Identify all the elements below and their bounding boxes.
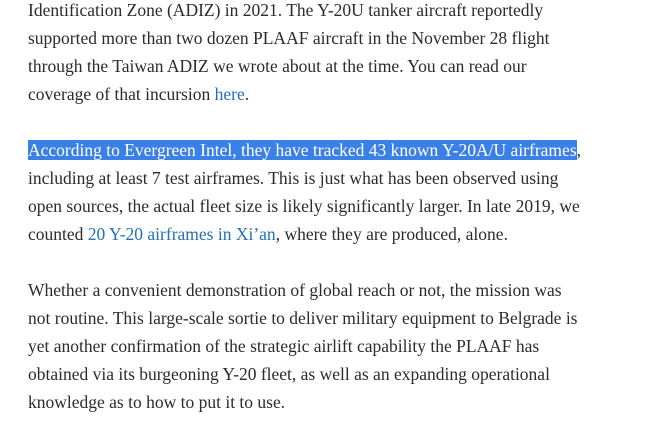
text-line: counted 20 Y-20 airframes in Xi’an, wher… <box>28 220 581 248</box>
text: obtained via its burgeoning Y-20 fleet, … <box>28 364 550 384</box>
paragraph: According to Evergreen Intel, they have … <box>28 136 581 248</box>
text: through the Taiwan ADIZ we wrote about a… <box>28 56 527 76</box>
text-line: Identification Zone (ADIZ) in 2021. The … <box>28 0 581 24</box>
text: coverage of that incursion <box>28 84 215 104</box>
text-line: not routine. This large-scale sortie to … <box>28 304 581 332</box>
text: Identification Zone (ADIZ) in 2021. The … <box>28 0 544 20</box>
text-line: Whether a convenient demonstration of gl… <box>28 276 581 304</box>
highlighted-text: According to Evergreen Intel, they have … <box>28 140 577 160</box>
text: . <box>244 84 250 104</box>
text-line: coverage of that incursion here. <box>28 80 581 108</box>
text-line: obtained via its burgeoning Y-20 fleet, … <box>28 360 581 388</box>
paragraph: Identification Zone (ADIZ) in 2021. The … <box>28 0 581 108</box>
text: knowledge as to how to put it to use. <box>28 392 286 412</box>
text-line: supported more than two dozen PLAAF airc… <box>28 24 581 52</box>
text: open sources, the actual fleet size is l… <box>28 196 580 216</box>
text: , <box>576 140 582 160</box>
text-line: knowledge as to how to put it to use. <box>28 388 581 416</box>
text-line: open sources, the actual fleet size is l… <box>28 192 581 220</box>
text-line: According to Evergreen Intel, they have … <box>28 136 581 164</box>
text: counted <box>28 224 88 244</box>
text-line: through the Taiwan ADIZ we wrote about a… <box>28 52 581 80</box>
link[interactable]: here <box>214 84 245 104</box>
text-line: yet another confirmation of the strategi… <box>28 332 581 360</box>
text: yet another confirmation of the strategi… <box>28 336 540 356</box>
text: including at least 7 test airframes. Thi… <box>28 168 559 188</box>
text: supported more than two dozen PLAAF airc… <box>28 28 550 48</box>
text: , where they are produced, alone. <box>275 224 508 244</box>
text-line: including at least 7 test airframes. Thi… <box>28 164 581 192</box>
text: Whether a convenient demonstration of gl… <box>28 280 562 300</box>
link[interactable]: 20 Y-20 airframes in Xi’an <box>87 224 276 244</box>
text: not routine. This large-scale sortie to … <box>28 308 578 328</box>
article-body: Identification Zone (ADIZ) in 2021. The … <box>28 0 581 444</box>
paragraph: Whether a convenient demonstration of gl… <box>28 276 581 416</box>
